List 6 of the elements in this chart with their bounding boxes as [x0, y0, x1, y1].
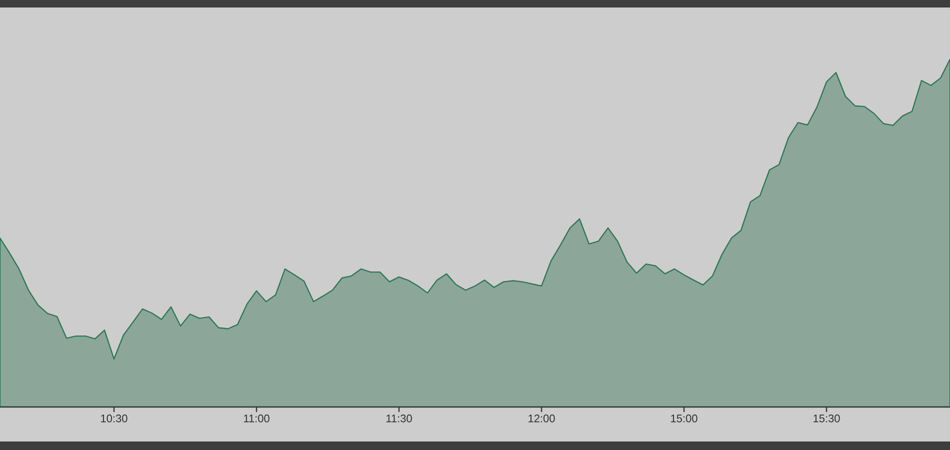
- x-tick-label: 10:30: [101, 414, 128, 422]
- x-tick-label: 15:30: [814, 414, 840, 422]
- x-tick-label: 12:00: [528, 414, 555, 422]
- x-tick-label: 11:00: [244, 414, 270, 422]
- x-tick-label: 11:30: [386, 414, 412, 422]
- x-tick-label: 15:00: [671, 414, 698, 422]
